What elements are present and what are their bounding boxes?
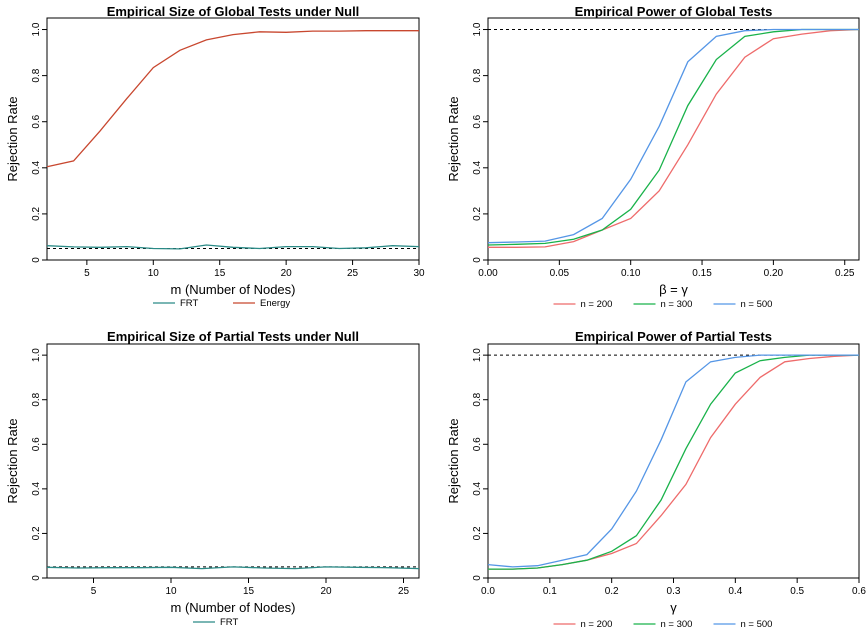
- legend-entry: n = 200: [581, 619, 613, 630]
- x-tick-label: 0.05: [550, 268, 570, 279]
- y-tick-label: 1.0: [472, 348, 483, 362]
- y-axis-label: Rejection Rate: [5, 96, 20, 181]
- x-axis-label: γ: [670, 600, 677, 615]
- chart-title: Empirical Size of Partial Tests under Nu…: [107, 329, 359, 344]
- series-line-1: [488, 354, 860, 570]
- legend-entry: n = 500: [741, 299, 773, 310]
- series-line-3: [487, 354, 859, 568]
- chart-title: Empirical Size of Global Tests under Nul…: [107, 4, 360, 19]
- x-tick-label: 0.2: [605, 586, 619, 597]
- y-tick-label: 0: [472, 575, 483, 581]
- y-tick-label: 0.2: [31, 526, 42, 540]
- legend-entry: FRT: [180, 298, 198, 309]
- y-tick-label: 0.6: [472, 114, 483, 128]
- x-tick-label: 5: [84, 268, 90, 279]
- x-tick-label: 0.00: [478, 268, 498, 279]
- chart-title: Empirical Power of Global Tests: [575, 4, 773, 19]
- x-tick-label: 0.0: [481, 586, 495, 597]
- x-axis-label: m (Number of Nodes): [171, 282, 296, 297]
- plot-frame: [46, 343, 420, 579]
- y-tick-label: 1.0: [31, 22, 42, 36]
- y-tick-label: 0.6: [31, 114, 42, 128]
- legend-entry: n = 200: [581, 299, 613, 310]
- x-tick-label: 10: [165, 586, 177, 597]
- x-tick-label: 0.25: [835, 268, 855, 279]
- y-tick-label: 0.6: [31, 437, 42, 451]
- y-tick-label: 0.2: [472, 207, 483, 221]
- y-tick-label: 0: [31, 257, 42, 263]
- x-tick-label: 30: [413, 268, 425, 279]
- x-tick-label: 20: [281, 268, 293, 279]
- y-tick-label: 0.2: [31, 207, 42, 221]
- series-line-1: [46, 566, 420, 570]
- x-tick-label: 15: [214, 268, 226, 279]
- legend-entry: n = 300: [661, 619, 693, 630]
- x-tick-label: 0.3: [667, 586, 681, 597]
- x-tick-label: 20: [320, 586, 332, 597]
- series-line-3: [487, 28, 859, 244]
- y-tick-label: 0: [472, 257, 483, 263]
- y-tick-label: 1.0: [31, 348, 42, 362]
- series-line-1: [46, 244, 420, 250]
- plot-frame: [487, 17, 860, 261]
- x-tick-label: 0.6: [852, 586, 866, 597]
- chart-panel-3: Empirical Size of Partial Tests under Nu…: [5, 329, 420, 628]
- legend-entry: n = 300: [661, 299, 693, 310]
- x-tick-label: 0.5: [790, 586, 804, 597]
- y-tick-label: 0.4: [31, 481, 42, 495]
- y-tick-label: 0.8: [472, 392, 483, 406]
- y-tick-label: 0.2: [472, 526, 483, 540]
- y-tick-label: 0.4: [472, 160, 483, 174]
- chart-title: Empirical Power of Partial Tests: [575, 329, 772, 344]
- y-tick-label: 0.6: [472, 437, 483, 451]
- y-tick-label: 0.8: [472, 68, 483, 82]
- x-tick-label: 25: [398, 586, 410, 597]
- x-tick-label: 10: [148, 268, 160, 279]
- chart-panel-4: Empirical Power of Partial Tests 0.0 0.1 0.…: [446, 329, 866, 630]
- plot-frame: [46, 17, 420, 261]
- x-tick-label: 0.10: [621, 268, 641, 279]
- series-line-1: [488, 28, 860, 248]
- y-tick-label: 1.0: [472, 22, 483, 36]
- chart-panel-1: Empirical Size of Global Tests under Nul…: [5, 4, 425, 309]
- x-axis-label: m (Number of Nodes): [171, 600, 296, 615]
- x-tick-label: 0.1: [543, 586, 557, 597]
- x-tick-label: 25: [347, 268, 359, 279]
- legend-entry: FRT: [220, 617, 238, 628]
- series-line-2: [488, 354, 859, 570]
- x-tick-label: 5: [91, 586, 97, 597]
- x-axis-label: β = γ: [659, 282, 688, 297]
- y-tick-label: 0.4: [472, 481, 483, 495]
- x-tick-label: 0.15: [692, 268, 712, 279]
- y-axis-label: Rejection Rate: [446, 96, 461, 181]
- legend-entry: Energy: [260, 298, 290, 309]
- plot-frame: [487, 343, 860, 579]
- x-tick-label: 15: [243, 586, 255, 597]
- y-tick-label: 0.8: [31, 68, 42, 82]
- chart-panel-2: Empirical Power of Global Tests 0.00 0.05 0…: [446, 4, 860, 310]
- y-axis-label: Rejection Rate: [446, 418, 461, 503]
- y-tick-label: 0: [31, 575, 42, 581]
- x-tick-label: 0.4: [728, 586, 742, 597]
- y-tick-label: 0.4: [31, 160, 42, 174]
- legend-entry: n = 500: [741, 619, 773, 630]
- series-line-2: [487, 28, 859, 246]
- y-tick-label: 0.8: [31, 392, 42, 406]
- y-axis-label: Rejection Rate: [5, 418, 20, 503]
- x-tick-label: 0.20: [764, 268, 784, 279]
- series-line-2: [46, 30, 419, 168]
